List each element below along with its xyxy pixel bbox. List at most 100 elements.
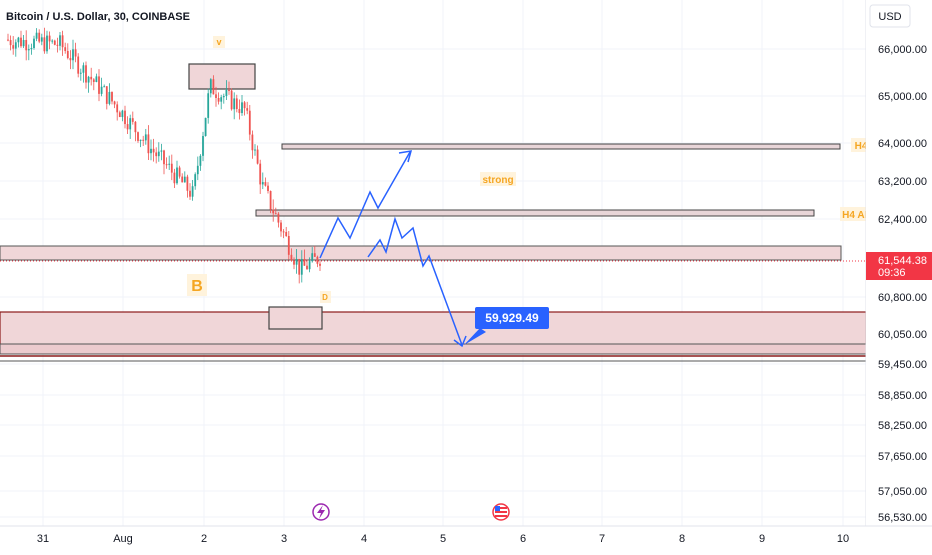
currency-label: USD: [878, 11, 901, 23]
candle-body: [116, 104, 119, 113]
candle-body: [277, 213, 280, 223]
candle-body: [300, 258, 303, 275]
candle-body: [147, 134, 150, 154]
candle-body: [308, 261, 311, 270]
d-label: D: [322, 293, 328, 302]
candle-body: [56, 44, 59, 46]
candle-body: [293, 260, 295, 265]
currency-selector[interactable]: [869, 4, 911, 28]
candle-body: [72, 49, 74, 61]
time-tick-label: Aug: [113, 533, 133, 545]
demand-zone-upper[interactable]: [0, 311, 867, 347]
time-tick-label: 7: [599, 533, 605, 545]
candle-body: [59, 35, 61, 46]
candle-body: [12, 45, 15, 49]
candle-body: [178, 167, 181, 177]
h4-label: H4: [855, 141, 868, 152]
candle-body: [121, 110, 124, 118]
lightning-event-icon[interactable]: [312, 503, 330, 521]
target-callout[interactable]: 59,929.49: [464, 307, 549, 345]
candle-body: [27, 49, 30, 51]
candle-body: [38, 32, 41, 42]
d-label-bg: [320, 291, 331, 303]
candle-body: [194, 174, 197, 187]
candle-body: [215, 94, 217, 98]
symbol-title[interactable]: Bitcoin / U.S. Dollar, 30, COINBASE: [6, 11, 190, 23]
last-price-tag: [866, 252, 932, 280]
price-tick-label: 59,450.00: [878, 359, 927, 371]
candle-body: [254, 149, 256, 151]
candle-body: [233, 98, 236, 110]
bearish-projection-path[interactable]: [367, 216, 463, 346]
candle-body: [241, 102, 243, 114]
strong-label: strong: [482, 175, 513, 186]
candle-body: [92, 79, 95, 82]
candle-body: [272, 209, 275, 214]
candle-body: [204, 117, 207, 137]
candle-body: [170, 163, 173, 173]
candle-body: [61, 35, 64, 48]
bullish-arrow-head: [398, 150, 413, 163]
candle-body: [152, 148, 155, 153]
candle-body: [168, 163, 171, 165]
d-box[interactable]: [268, 306, 323, 330]
target-price-label: 59,929.49: [485, 311, 539, 325]
candle-body: [316, 256, 319, 264]
time-tick-label: 8: [679, 533, 685, 545]
top-v-box[interactable]: [188, 63, 256, 90]
candle-body: [246, 108, 249, 111]
candle-body: [269, 190, 272, 210]
candle-body: [95, 76, 98, 82]
bullish-projection-path[interactable]: [319, 151, 411, 259]
candle-body: [9, 40, 12, 46]
price-tick-label: 63,200.00: [878, 176, 927, 188]
candle-body: [209, 79, 212, 94]
candle-body: [267, 185, 269, 191]
candle-body: [191, 186, 194, 197]
candle-body: [196, 165, 199, 175]
candle-body: [256, 149, 259, 164]
candle-body: [251, 134, 254, 151]
candle-body: [176, 167, 178, 184]
candle-body: [46, 35, 48, 52]
candle-body: [212, 79, 215, 95]
candle-body: [238, 109, 241, 114]
candle-body: [74, 49, 77, 57]
candle-body: [126, 124, 129, 130]
candle-body: [142, 139, 145, 141]
time-tick-label: 10: [837, 533, 849, 545]
bearish-arrow-head: [453, 335, 467, 348]
price-tick-label: 60,800.00: [878, 292, 927, 304]
h4-ab-zone[interactable]: [255, 209, 815, 217]
candle-body: [79, 72, 82, 74]
price-tick-label: 56,530.00: [878, 512, 927, 524]
price-tick-label: 57,050.00: [878, 486, 927, 498]
candle-body: [22, 39, 25, 47]
h4-ab-label: H4 AB: [842, 210, 872, 221]
candle-body: [228, 89, 230, 91]
candle-body: [77, 56, 80, 74]
candle-body: [124, 110, 126, 125]
h4-zone[interactable]: [281, 143, 841, 150]
candle-body: [131, 118, 134, 122]
current-price-zone[interactable]: [0, 245, 842, 261]
candle-body: [264, 182, 267, 186]
candle-body: [290, 254, 293, 261]
candle-body: [103, 86, 106, 88]
candle-body: [243, 102, 246, 109]
price-tick-label: 66,000.00: [878, 44, 927, 56]
candle-body: [129, 118, 132, 130]
candle-body: [144, 134, 147, 141]
us-flag-icon[interactable]: [492, 503, 510, 521]
price-axis[interactable]: USD 66,000.00 65,000.00 64,000.00 63,200.00…: [865, 0, 932, 526]
candle-body: [163, 150, 165, 165]
candle-body: [295, 258, 298, 265]
candle-body: [105, 86, 108, 104]
candle-body: [220, 97, 223, 102]
candle-body: [189, 190, 191, 197]
demand-zone-lower[interactable]: [0, 343, 867, 355]
candle-body: [7, 39, 9, 41]
time-axis[interactable]: 31 Aug 2 3 4 5 6 7 8 9 10: [0, 525, 932, 545]
